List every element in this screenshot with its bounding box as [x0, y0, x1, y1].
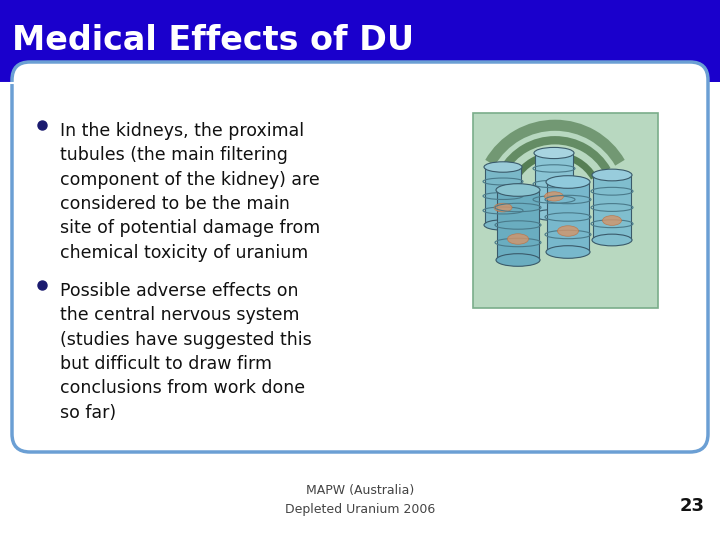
Text: MAPW (Australia)
Depleted Uranium 2006: MAPW (Australia) Depleted Uranium 2006	[285, 484, 435, 516]
Ellipse shape	[534, 210, 574, 220]
Ellipse shape	[508, 234, 528, 244]
Ellipse shape	[592, 234, 632, 246]
Ellipse shape	[546, 246, 590, 258]
Ellipse shape	[484, 220, 522, 230]
Ellipse shape	[603, 215, 621, 225]
Ellipse shape	[496, 184, 540, 197]
Text: Medical Effects of DU: Medical Effects of DU	[12, 24, 414, 57]
Text: 23: 23	[680, 497, 705, 515]
Bar	[535, 153, 573, 215]
Bar	[593, 175, 631, 240]
Text: Possible adverse effects on
the central nervous system
(studies have suggested t: Possible adverse effects on the central …	[60, 282, 312, 422]
Bar	[485, 167, 521, 225]
Text: In the kidneys, the proximal
tubules (the main filtering
component of the kidney: In the kidneys, the proximal tubules (th…	[60, 122, 320, 261]
Ellipse shape	[534, 147, 574, 159]
FancyBboxPatch shape	[472, 112, 657, 307]
Ellipse shape	[544, 192, 564, 201]
Ellipse shape	[557, 226, 578, 237]
Bar	[497, 190, 539, 260]
FancyBboxPatch shape	[12, 62, 708, 452]
Ellipse shape	[592, 169, 632, 181]
Bar	[547, 182, 589, 252]
Ellipse shape	[496, 254, 540, 266]
Ellipse shape	[494, 203, 512, 212]
Ellipse shape	[484, 162, 522, 172]
Bar	[0, 0, 720, 82]
Ellipse shape	[546, 176, 590, 188]
